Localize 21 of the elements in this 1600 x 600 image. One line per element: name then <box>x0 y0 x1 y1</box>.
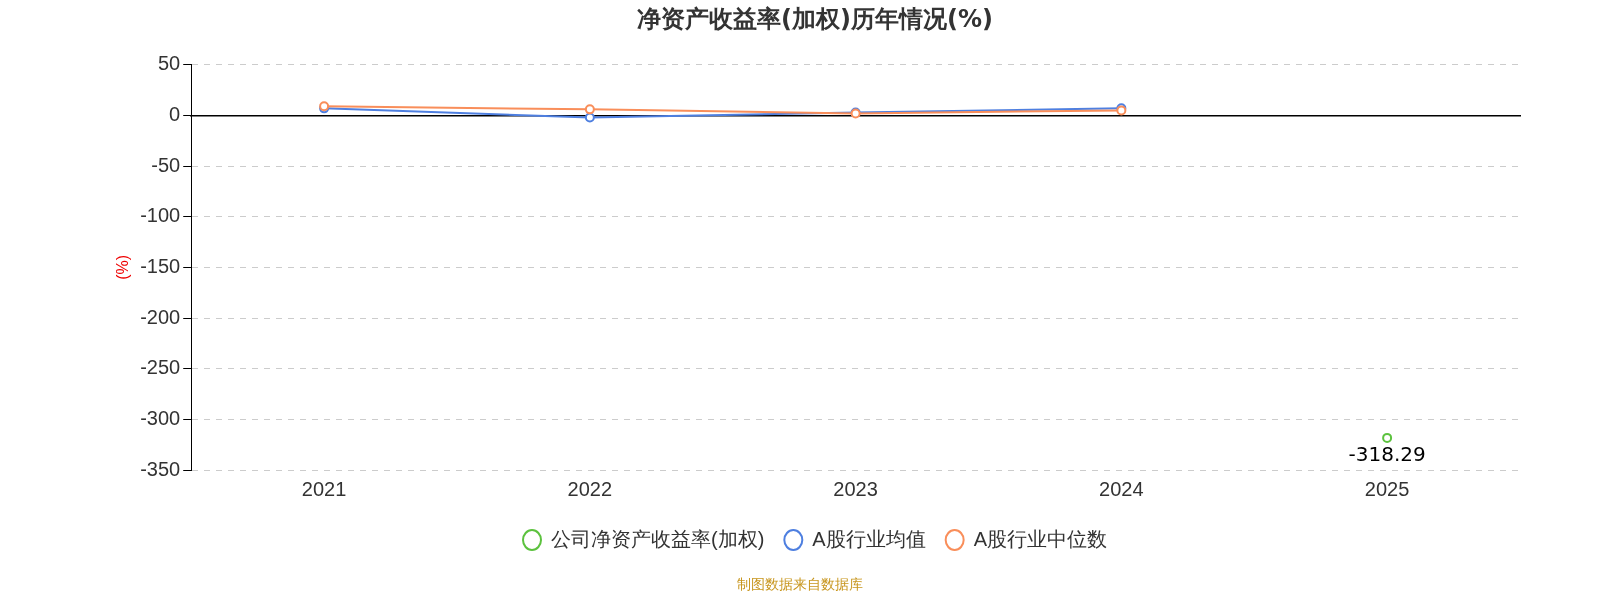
y-tick-label: -300 <box>140 406 181 429</box>
chart-title: 净资产收益率(加权)历年情况(%) <box>637 4 993 33</box>
x-tick-label: 2023 <box>833 477 878 500</box>
y-tick-label: 0 <box>169 102 181 125</box>
x-tick-label: 2022 <box>567 477 613 500</box>
x-tick-label: 2021 <box>301 477 347 500</box>
y-tick-label: 50 <box>157 52 181 75</box>
legend-label: A股行业均值 <box>812 527 926 550</box>
x-tick-label: 2024 <box>1099 477 1144 500</box>
data-label: -318.29 <box>1348 442 1426 467</box>
legend-label: A股行业中位数 <box>973 527 1107 550</box>
text: 制图数据来自数据库 <box>736 576 864 594</box>
y-tick-label: -350 <box>140 457 181 480</box>
y-tick-label: -200 <box>140 305 181 328</box>
x-tick-label: 2025 <box>1364 477 1410 500</box>
y-tick-label: -250 <box>140 356 181 379</box>
legend-label: 公司净资产收益率(加权) <box>551 527 765 550</box>
y-tick-label: -150 <box>140 254 181 277</box>
y-tick-label: -50 <box>151 153 181 176</box>
y-tick-label: -100 <box>140 204 181 227</box>
y-axis-title: (%) <box>114 254 132 280</box>
